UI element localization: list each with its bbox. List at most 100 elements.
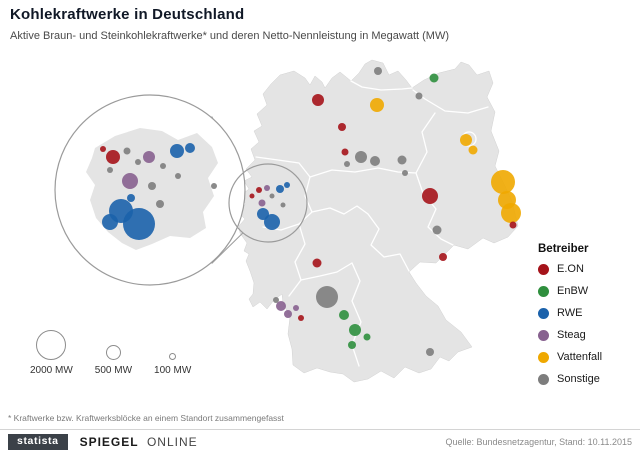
plant-bubble-eon [312, 258, 322, 268]
page-subtitle: Aktive Braun- und Steinkohlekraftwerke* … [10, 30, 449, 42]
legend-item-label: RWE [557, 307, 583, 319]
plant-bubble-sonstige [316, 286, 338, 308]
footer-divider [0, 429, 640, 430]
plant-bubble-eon [298, 315, 304, 321]
plant-bubble-steag [276, 301, 286, 311]
plant-bubble-sonstige [415, 92, 423, 100]
spiegel-logo-light: ONLINE [146, 434, 198, 449]
plant-bubble-sonstige [344, 161, 350, 167]
magnifier-inset-content [86, 128, 218, 250]
footer-logos: statista SPIEGEL ONLINE [8, 433, 198, 450]
plant-bubble-sonstige [370, 156, 380, 166]
inset-bubbles-layer [100, 143, 217, 240]
plant-bubble-sonstige [156, 200, 164, 208]
size-legend-item: 2000 MW [30, 330, 73, 376]
map-bubbles-layer [249, 67, 521, 356]
plant-bubble-sonstige [273, 297, 279, 303]
plant-bubble-eon [439, 253, 447, 261]
plant-bubble-enbw [363, 333, 371, 341]
plant-bubble-eon [256, 187, 262, 193]
plant-bubble-steag [122, 173, 138, 189]
legend-item-enbw: EnBW [538, 285, 602, 297]
size-legend-label: 2000 MW [30, 365, 73, 376]
plant-bubble-eon [100, 146, 106, 152]
size-legend: 2000 MW 500 MW 100 MW [30, 330, 191, 376]
size-legend-item: 500 MW [95, 345, 132, 376]
germany-map-shape [236, 59, 519, 383]
plant-bubble-rwe [123, 208, 155, 240]
plant-bubble-steag [264, 185, 270, 191]
steag-legend-dot [538, 329, 549, 341]
plant-bubble-sonstige [426, 348, 434, 356]
legend-item-label: E.ON [557, 263, 584, 275]
legend-item-label: EnBW [557, 285, 589, 297]
plant-bubble-vattenfall [468, 145, 478, 155]
plant-bubble-eon [312, 94, 324, 106]
plant-bubble-vattenfall [460, 134, 472, 146]
size-legend-label: 100 MW [154, 365, 192, 376]
enbw-legend-dot [538, 285, 549, 297]
plant-bubble-steag [293, 305, 299, 311]
size-legend-circle [169, 353, 177, 360]
rwe-legend-dot [538, 307, 549, 319]
plant-bubble-vattenfall [491, 170, 515, 194]
plant-bubble-sonstige [135, 159, 141, 165]
plant-bubble-rwe [127, 194, 135, 202]
plant-bubble-rwe [102, 214, 118, 230]
statista-logo: statista [8, 433, 68, 450]
plant-bubble-eon [509, 221, 517, 229]
sonstige-legend-dot [538, 373, 549, 385]
size-legend-item: 100 MW [154, 353, 191, 376]
plant-bubble-enbw [348, 341, 356, 349]
plant-bubble-sonstige [175, 173, 181, 179]
legend-item-label: Sonstige [557, 373, 600, 385]
operator-legend-title: Betreiber [538, 243, 589, 255]
plant-bubble-rwe [185, 143, 195, 153]
plant-bubble-enbw [429, 73, 439, 83]
size-legend-circle [36, 330, 67, 360]
plant-bubble-sonstige [374, 67, 382, 75]
plant-bubble-eon [341, 148, 349, 156]
eon-legend-dot [538, 263, 549, 275]
plant-bubble-sonstige [280, 202, 286, 208]
size-legend-label: 500 MW [94, 365, 133, 376]
magnifier-source-ring [228, 163, 308, 243]
plant-bubble-sonstige [211, 183, 217, 189]
plant-bubble-sonstige [269, 193, 275, 199]
legend-item-sonstige: Sonstige [538, 373, 602, 385]
plant-bubble-rwe [284, 182, 290, 188]
plant-bubble-vattenfall [501, 203, 521, 223]
legend-item-eon: E.ON [538, 263, 602, 275]
legend-item-steag: Steag [538, 329, 602, 341]
size-legend-circle [105, 345, 121, 360]
plant-bubble-sonstige [160, 163, 166, 169]
plant-bubble-sonstige [148, 182, 156, 190]
header: Kohlekraftwerke in Deutschland Aktive Br… [10, 6, 630, 42]
plant-bubble-sonstige [397, 155, 407, 165]
legend-item-rwe: RWE [538, 307, 602, 319]
plant-bubble-sonstige [402, 170, 408, 176]
plant-bubble-sonstige [432, 225, 442, 235]
legend-item-label: Vattenfall [557, 351, 603, 363]
plant-bubble-eon [422, 188, 438, 204]
plant-bubble-enbw [349, 324, 361, 336]
legend-item-label: Steag [557, 329, 586, 341]
plant-bubble-sonstige [123, 147, 131, 155]
spiegel-logo-bold: SPIEGEL [79, 434, 139, 449]
footnote: * Kraftwerke bzw. Kraftwerksblöcke an ei… [8, 413, 284, 423]
plant-bubble-eon [338, 123, 346, 131]
plant-bubble-steag [258, 199, 266, 207]
vattenfall-legend-dot [538, 351, 549, 363]
plant-bubble-vattenfall [370, 98, 384, 112]
plant-bubble-eon [106, 150, 120, 164]
plant-bubble-sonstige [107, 167, 113, 173]
plant-bubble-rwe [264, 214, 280, 230]
source-text: Quelle: Bundesnetzagentur, Stand: 10.11.… [445, 437, 632, 447]
plant-bubble-rwe [170, 144, 184, 158]
operator-legend-items: E.ON EnBW RWE Steag Vattenfall Sonstige [538, 263, 602, 385]
plant-bubble-enbw [339, 310, 349, 320]
spiegel-online-logo: SPIEGEL ONLINE [80, 435, 198, 449]
legend-item-vattenfall: Vattenfall [538, 351, 602, 363]
